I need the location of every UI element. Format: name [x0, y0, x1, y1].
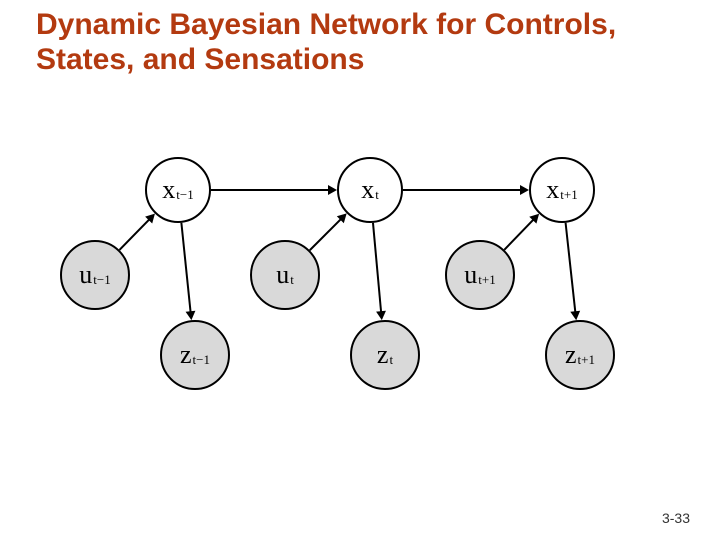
dbn-diagram: xt−1 xt xt+1 ut−1 ut ut+1 zt−1 zt zt+1: [60, 140, 660, 400]
page-number: 3-33: [662, 510, 690, 526]
node-z0: zt−1: [160, 320, 230, 390]
node-z2: zt+1: [545, 320, 615, 390]
node-label: xt−1: [162, 177, 193, 203]
node-label: ut+1: [464, 262, 495, 288]
node-label: ut−1: [79, 262, 110, 288]
node-u1: ut: [250, 240, 320, 310]
node-label: zt: [377, 342, 393, 368]
node-label: ut: [276, 262, 294, 288]
node-label: xt: [361, 177, 379, 203]
slide-title: Dynamic Bayesian Network for Controls, S…: [36, 8, 696, 77]
node-label: zt+1: [565, 342, 595, 368]
node-u2: ut+1: [445, 240, 515, 310]
node-label: zt−1: [180, 342, 210, 368]
node-z1: zt: [350, 320, 420, 390]
node-x0: xt−1: [145, 157, 211, 223]
node-label: xt+1: [546, 177, 577, 203]
node-x2: xt+1: [529, 157, 595, 223]
node-u0: ut−1: [60, 240, 130, 310]
node-x1: xt: [337, 157, 403, 223]
